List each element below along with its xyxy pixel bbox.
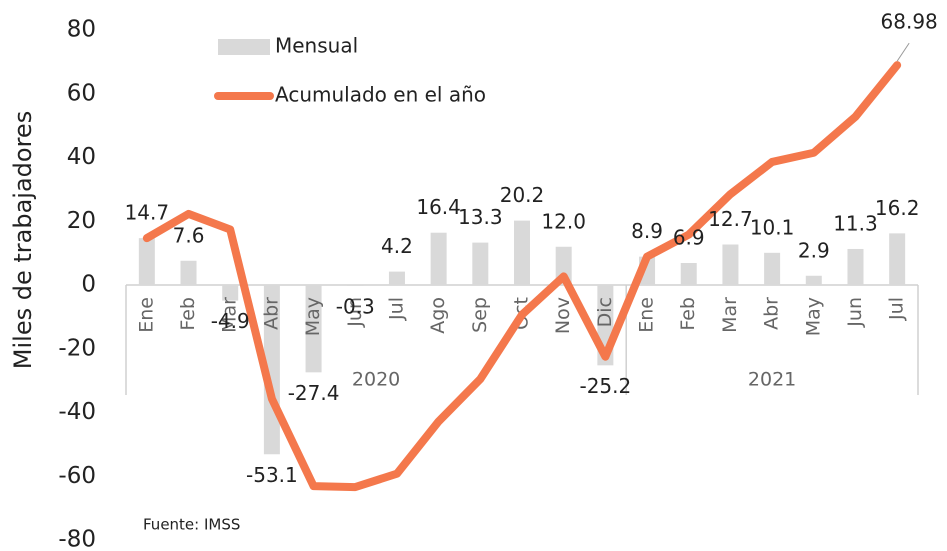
bar — [138, 238, 155, 285]
x-tick-label: Dic — [594, 297, 616, 327]
bar — [722, 244, 739, 285]
x-tick-label: Feb — [177, 297, 199, 331]
x-tick-label: Mar — [219, 297, 241, 333]
x-tick-label: Jul — [385, 297, 407, 321]
legend-swatch — [218, 39, 270, 55]
x-tick-label: May — [802, 297, 824, 336]
data-label: -4.9 — [211, 309, 250, 333]
x-tick-label: Abr — [260, 297, 282, 330]
bar — [680, 263, 697, 285]
data-label: 2.9 — [798, 238, 830, 262]
x-tick-label: Ene — [135, 297, 157, 333]
line — [142, 61, 902, 492]
bar — [889, 233, 906, 285]
data-label: 20.2 — [500, 183, 545, 207]
bar — [472, 242, 489, 285]
leader-line — [896, 42, 910, 62]
data-label: 68.98 — [881, 10, 938, 34]
y-axis-label: Miles de trabajadores — [9, 111, 37, 369]
bar — [764, 252, 781, 285]
source: Fuente: IMSS — [143, 516, 240, 534]
x-tick-label: Mar — [719, 297, 741, 333]
data-label: 7.6 — [173, 223, 205, 247]
y-tick-label: 80 — [67, 17, 96, 43]
data-label: 8.9 — [631, 219, 663, 243]
data-label: -25.2 — [579, 374, 631, 398]
data-label: 11.3 — [833, 211, 878, 235]
y-tick-label: -40 — [58, 399, 96, 425]
y-tick-label: -20 — [58, 335, 96, 361]
data-label: 10.1 — [750, 215, 795, 239]
bar — [514, 220, 530, 285]
x-tick-label: Jul — [886, 297, 908, 321]
y-tick-label: -60 — [58, 463, 96, 489]
y-tick-label: 40 — [67, 144, 96, 170]
data-label: 16.2 — [875, 196, 920, 220]
data-label: 12.7 — [708, 207, 753, 231]
data-label: -53.1 — [246, 463, 298, 487]
data-label: 16.4 — [416, 195, 461, 219]
group-label: 2021 — [748, 369, 796, 391]
y-tick-label: 60 — [67, 80, 96, 106]
legend-label: Mensual — [275, 34, 358, 58]
bar — [347, 285, 364, 286]
bar — [305, 285, 322, 373]
group-label: 2020 — [352, 369, 400, 391]
x-tick-label: Nov — [552, 297, 574, 334]
data-label: 14.7 — [125, 201, 170, 225]
x-tick-label: Ene — [636, 297, 658, 333]
data-label: 12.0 — [541, 209, 586, 233]
data-label: 13.3 — [458, 205, 503, 229]
bar — [180, 260, 197, 285]
x-tick-label: Feb — [677, 297, 699, 331]
y-tick-label: 20 — [67, 208, 96, 234]
data-label: 6.9 — [673, 226, 705, 250]
x-tick-label: Jun — [844, 297, 866, 328]
data-label: -0.3 — [336, 294, 375, 318]
x-tick-label: Sep — [469, 297, 491, 333]
y-tick-label: 0 — [81, 272, 96, 298]
data-label: -27.4 — [288, 381, 340, 405]
bar — [847, 248, 864, 285]
bar — [805, 275, 822, 285]
bar — [430, 232, 447, 285]
x-tick-label: Abr — [761, 297, 783, 330]
data-label: 4.2 — [381, 234, 413, 258]
bar — [222, 285, 239, 301]
x-tick-label: Ago — [427, 297, 449, 334]
x-tick-label: Jun — [344, 297, 366, 328]
bar — [388, 271, 405, 285]
x-tick-label: May — [302, 297, 324, 336]
y-tick-label: -80 — [58, 527, 96, 551]
legend-label: Acumulado en el año — [275, 83, 486, 107]
